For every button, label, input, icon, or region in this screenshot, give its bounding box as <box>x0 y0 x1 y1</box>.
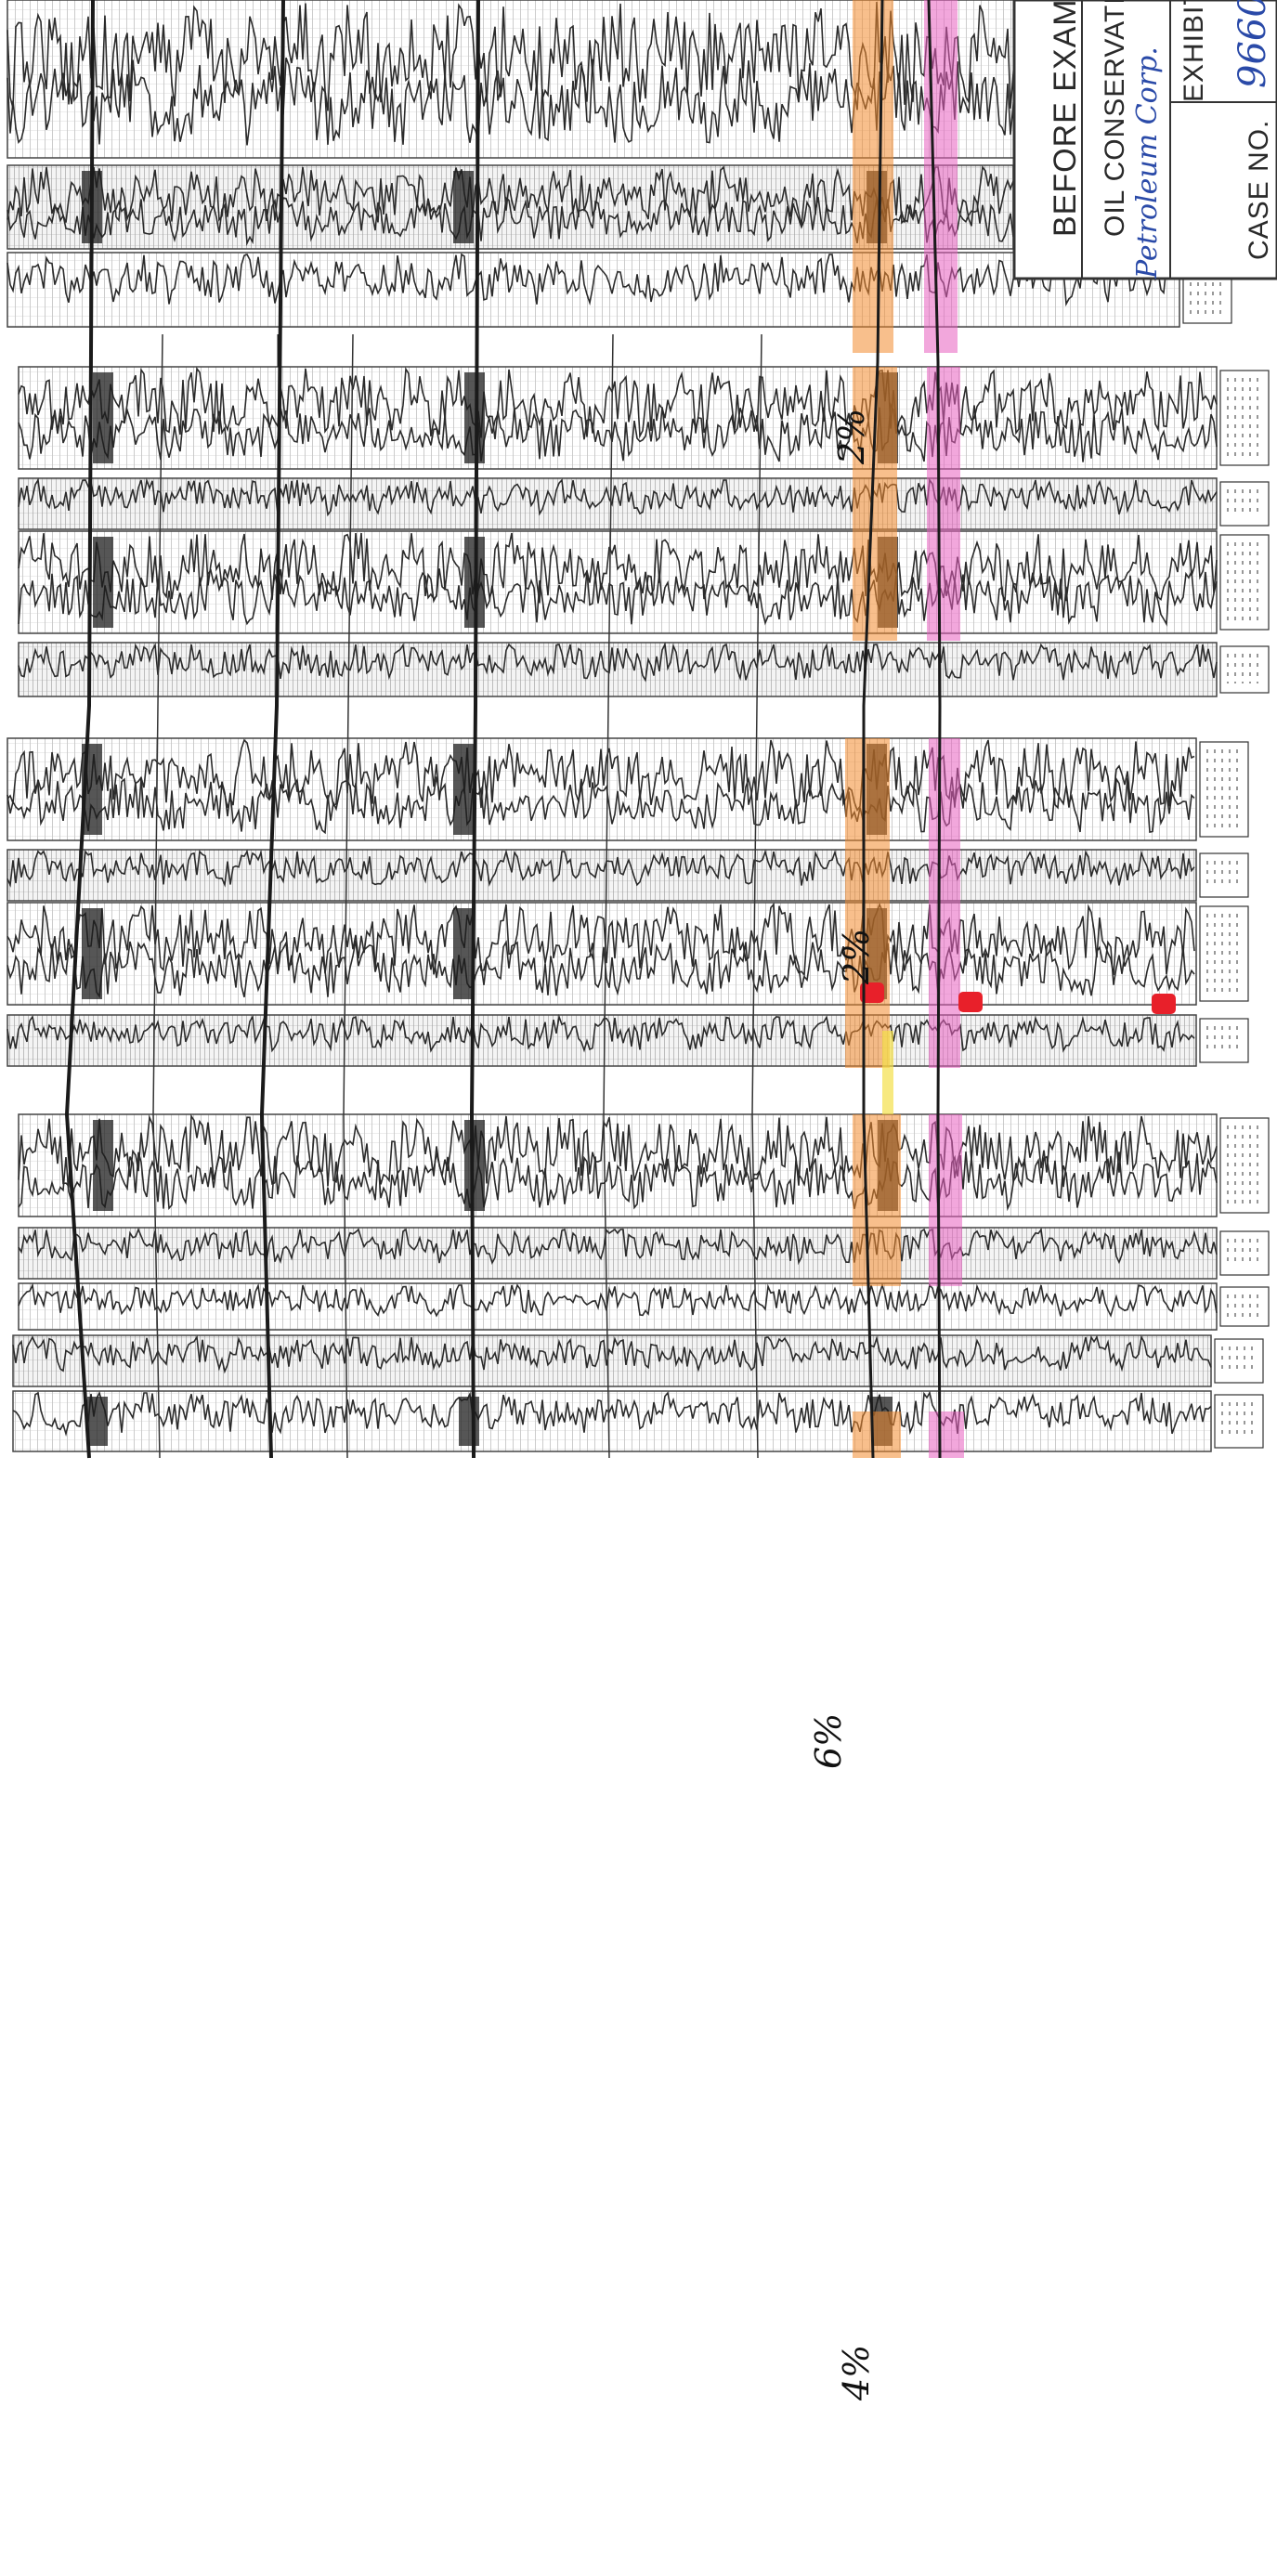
log-dense-zone <box>453 744 474 835</box>
log-trace <box>18 1151 1218 1212</box>
log-header-box <box>1199 1018 1249 1063</box>
log-strip <box>18 1227 1270 1280</box>
log-dense-zone <box>464 372 485 463</box>
log-trace <box>7 253 1179 307</box>
correlation-line-thin <box>343 333 354 1459</box>
correlation-line <box>862 0 884 1459</box>
log-strip <box>7 902 1249 1006</box>
stamp-exhibit: EXHIBIT <box>1179 0 1209 102</box>
log-strip <box>12 1390 1264 1452</box>
log-trace <box>12 1390 1212 1438</box>
log-trace <box>7 164 1179 226</box>
log-trace <box>7 57 1020 146</box>
stamp-company-handwritten: Petroleum Corp. <box>1131 46 1164 280</box>
log-trace <box>7 738 1195 813</box>
log-strip <box>18 1113 1270 1217</box>
log-dense-zone <box>459 1397 479 1446</box>
correlation-line-thin <box>603 333 614 1459</box>
log-grid <box>12 1390 1212 1452</box>
log-trace <box>18 477 1218 517</box>
log-strip <box>7 737 1249 841</box>
log-header-box <box>1219 645 1270 694</box>
correlation-line <box>927 0 942 1459</box>
highlight-band <box>853 1114 901 1286</box>
log-header-box <box>1219 1117 1270 1214</box>
log-grid <box>18 477 1218 530</box>
highlight-band <box>929 1114 962 1286</box>
log-strip <box>7 252 1232 328</box>
log-grid <box>18 1227 1218 1280</box>
log-strip <box>18 366 1270 470</box>
annotations: 2% 2% 6% 4% <box>808 409 877 2401</box>
stamp-before-examiner: BEFORE EXAMINE <box>1048 0 1083 237</box>
log-grid <box>12 1334 1212 1387</box>
highlight-zones <box>845 0 1176 1458</box>
annotation-porosity-3: 6% <box>808 1713 849 1769</box>
log-trace <box>7 1 1020 111</box>
red-marker <box>1152 994 1176 1014</box>
highlight-band <box>845 738 890 1068</box>
log-dense-zone <box>453 908 474 999</box>
annotation-porosity-2: 2% <box>836 929 877 985</box>
log-dense-zone <box>93 1120 113 1211</box>
highlight-band <box>929 738 960 1068</box>
log-strip <box>18 477 1270 530</box>
log-trace <box>7 940 1195 999</box>
log-trace <box>7 194 1179 247</box>
log-trace <box>18 532 1218 604</box>
log-grid <box>7 164 1180 250</box>
log-trace <box>12 1334 1212 1374</box>
log-trace <box>7 902 1195 977</box>
log-trace <box>7 776 1195 835</box>
log-dense-zone <box>453 171 474 243</box>
correlation-line-thin <box>152 333 163 1459</box>
highlight-band <box>882 1031 893 1114</box>
log-trace <box>18 1227 1218 1266</box>
log-dense-zone <box>87 1397 108 1446</box>
highlight-band <box>853 1412 901 1458</box>
highlight-band <box>853 0 893 353</box>
log-panels <box>7 0 1270 1452</box>
log-header-box <box>1199 852 1249 898</box>
red-marker <box>860 982 884 1003</box>
log-dense-zone <box>82 908 102 999</box>
log-strip <box>18 1282 1270 1331</box>
red-marker <box>958 992 983 1012</box>
correlation-line <box>64 0 95 1459</box>
log-grid <box>7 252 1180 328</box>
highlight-band <box>929 1412 964 1458</box>
log-dense-zone <box>93 372 113 463</box>
annotation-porosity-4: 4% <box>836 2345 877 2401</box>
log-strip <box>18 642 1270 697</box>
stamp-case-number-handwritten: 9660 <box>1231 0 1274 88</box>
log-strip <box>7 849 1249 902</box>
log-header-box <box>1214 1338 1264 1384</box>
highlight-band <box>927 367 960 641</box>
stamp-case-no: CASE NO. <box>1244 120 1274 260</box>
log-trace <box>18 642 1218 683</box>
log-strip <box>18 530 1270 634</box>
log-trace <box>18 1282 1218 1318</box>
log-trace <box>18 401 1218 462</box>
log-strip <box>12 1334 1264 1387</box>
log-strip <box>7 1013 1249 1067</box>
log-trace <box>7 849 1195 888</box>
log-dense-zone <box>464 1120 485 1211</box>
log-header-box <box>1219 1230 1270 1276</box>
correlation-line-thin <box>751 333 762 1459</box>
log-strip <box>7 0 1073 159</box>
log-dense-zone <box>93 537 113 628</box>
correlation-lines <box>64 0 942 1459</box>
correlation-line <box>469 0 480 1459</box>
stamp-oil-conservation: OIL CONSERVATI <box>1100 0 1130 237</box>
log-header-box <box>1219 481 1270 527</box>
log-trace <box>18 568 1218 627</box>
log-trace <box>7 1013 1195 1053</box>
exhibit-stamp: BEFORE EXAMINE OIL CONSERVATI EXHIBIT CA… <box>1012 0 1277 280</box>
annotation-porosity-1: 2% <box>831 409 872 465</box>
